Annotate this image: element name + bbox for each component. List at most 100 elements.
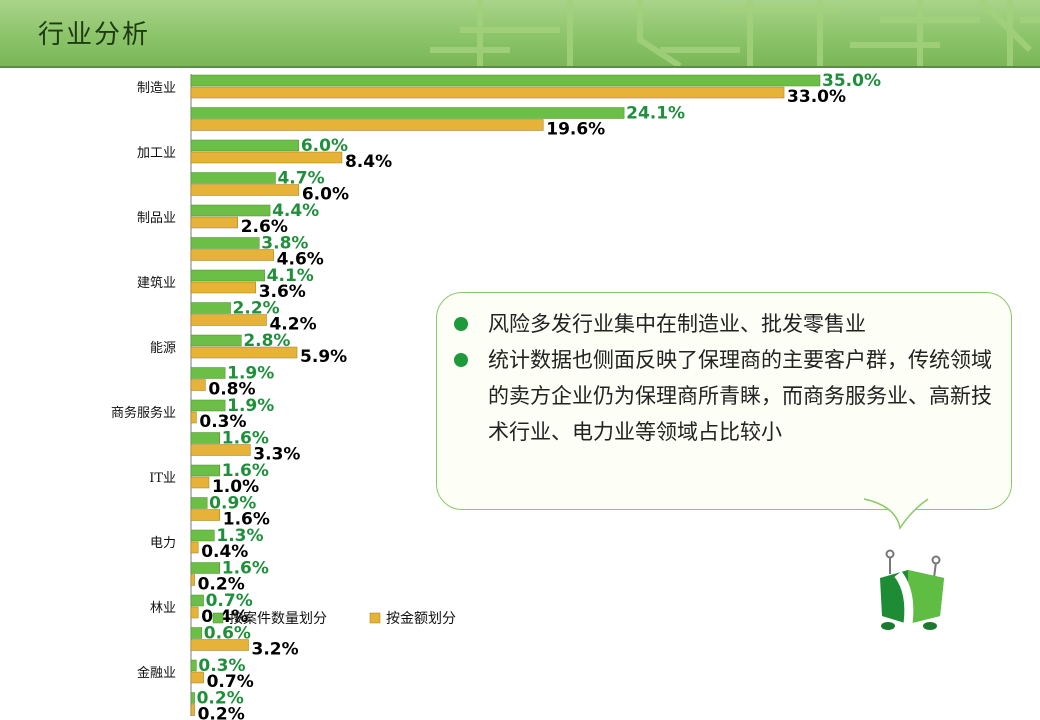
bar-amount-1 — [190, 119, 544, 131]
data-label-count-14: 1.3% — [216, 526, 263, 546]
callout-tail — [863, 498, 929, 530]
bar-count-2 — [190, 139, 300, 152]
bar-count-10 — [190, 399, 226, 412]
bar-amount-6 — [190, 281, 256, 294]
bar-amount-17 — [190, 639, 249, 651]
category-label-6: 建筑业 — [137, 275, 176, 291]
data-label-amount-3: 6.0% — [302, 185, 349, 205]
chart-legend: 按案件数量划分 按金额划分 — [212, 610, 456, 627]
bar-amount-2 — [190, 151, 343, 164]
bar-amount-3 — [190, 184, 300, 196]
callout-box — [436, 292, 1012, 510]
data-label-count-13: 0.9% — [209, 494, 256, 514]
bar-amount-13 — [190, 509, 221, 521]
category-label-16: 林业 — [150, 601, 176, 616]
bar-amount-19 — [190, 704, 195, 716]
bar-count-14 — [190, 529, 215, 542]
data-label-amount-2: 8.4% — [345, 152, 392, 172]
data-label-amount-13: 1.6% — [223, 510, 270, 530]
data-label-count-12: 1.6% — [222, 461, 269, 481]
category-label-18: 金融业 — [137, 665, 176, 681]
bar-count-11 — [190, 432, 221, 444]
bar-count-19 — [190, 692, 195, 704]
category-label-12: IT业 — [149, 471, 176, 486]
bar-count-12 — [190, 464, 221, 477]
data-label-count-2: 6.0% — [301, 136, 348, 156]
header-bar: 行业分析 — [0, 0, 1040, 68]
bar-count-6 — [190, 269, 265, 282]
bar-count-7 — [190, 302, 231, 314]
mascot-icon — [880, 549, 944, 630]
data-label-count-9: 1.9% — [227, 364, 274, 384]
data-label-count-3: 4.7% — [277, 169, 324, 189]
data-label-count-0: 35.0% — [822, 71, 881, 91]
data-label-count-1: 24.1% — [626, 104, 685, 124]
data-label-count-15: 1.6% — [222, 559, 269, 579]
bar-count-9 — [190, 367, 226, 379]
bullet-icon — [454, 317, 468, 331]
bar-count-15 — [190, 562, 221, 574]
data-label-amount-1: 19.6% — [546, 120, 605, 140]
data-label-amount-11: 3.3% — [253, 445, 300, 465]
bar-count-16 — [190, 594, 204, 607]
bar-amount-9 — [190, 379, 206, 391]
data-label-amount-15: 0.2% — [198, 575, 245, 595]
data-label-amount-9: 0.8% — [208, 380, 255, 400]
legend-label-amount: 按金额划分 — [386, 611, 456, 627]
note-bullets: 风险多发行业集中在制造业、批发零售业 统计数据也侧面反映了保理商的主要客户群，传… — [454, 306, 1004, 450]
data-label-count-19: 0.2% — [197, 689, 244, 709]
data-label-amount-19: 0.2% — [198, 705, 245, 720]
data-label-amount-17: 3.2% — [252, 640, 299, 660]
bar-amount-12 — [190, 476, 210, 489]
note-text-1: 风险多发行业集中在制造业、批发零售业 — [488, 312, 866, 336]
bar-amount-15 — [190, 574, 195, 586]
data-label-amount-5: 4.6% — [277, 250, 324, 270]
bar-amount-5 — [190, 249, 274, 261]
legend-swatch-count — [212, 612, 224, 624]
bar-amount-0 — [190, 86, 785, 99]
bar-count-17 — [190, 627, 203, 639]
legend-swatch-amount — [369, 612, 381, 624]
category-label-4: 制品业 — [137, 211, 176, 226]
bar-count-5 — [190, 237, 260, 249]
category-label-14: 电力 — [150, 536, 176, 551]
bar-amount-4 — [190, 216, 238, 229]
data-label-amount-18: 0.7% — [207, 672, 254, 692]
data-label-amount-14: 0.4% — [201, 542, 248, 562]
data-label-count-6: 4.1% — [267, 266, 314, 286]
bar-amount-7 — [190, 314, 267, 326]
data-label-count-10: 1.9% — [227, 396, 274, 416]
category-label-0: 制造业 — [137, 81, 176, 96]
note-text-2: 统计数据也侧面反映了保理商的主要客户群，传统领域的卖方企业仍为保理商所青睐，而商… — [488, 348, 992, 444]
data-label-amount-0: 33.0% — [787, 87, 846, 107]
note-bullet-item: 风险多发行业集中在制造业、批发零售业 — [454, 306, 1004, 342]
bar-amount-14 — [190, 541, 199, 554]
data-label-count-8: 2.8% — [243, 331, 290, 351]
data-label-count-7: 2.2% — [233, 299, 280, 319]
bar-count-8 — [190, 334, 242, 347]
bar-count-18 — [190, 659, 197, 672]
bar-amount-16 — [190, 606, 199, 619]
data-label-count-4: 4.4% — [272, 201, 319, 221]
page-title: 行业分析 — [38, 20, 151, 50]
bar-amount-18 — [190, 671, 204, 684]
data-label-amount-10: 0.3% — [199, 412, 246, 432]
data-label-count-11: 1.6% — [222, 429, 269, 449]
note-bullet-item: 统计数据也侧面反映了保理商的主要客户群，传统领域的卖方企业仍为保理商所青睐，而商… — [454, 342, 1004, 450]
data-label-count-17: 0.6% — [204, 624, 251, 644]
data-label-count-16: 0.7% — [206, 591, 253, 611]
bar-amount-8 — [190, 346, 298, 359]
bar-count-3 — [190, 172, 276, 184]
bar-count-1 — [190, 107, 625, 119]
legend-label-count: 按案件数量划分 — [229, 610, 327, 627]
bar-count-0 — [190, 74, 821, 87]
bar-amount-10 — [190, 411, 197, 424]
bar-count-13 — [190, 497, 208, 509]
bar-count-4 — [190, 204, 271, 217]
data-label-count-18: 0.3% — [198, 656, 245, 676]
category-label-2: 加工业 — [137, 146, 176, 161]
data-label-count-5: 3.8% — [261, 234, 308, 254]
data-label-amount-4: 2.6% — [241, 217, 288, 237]
bullet-icon — [454, 353, 468, 367]
